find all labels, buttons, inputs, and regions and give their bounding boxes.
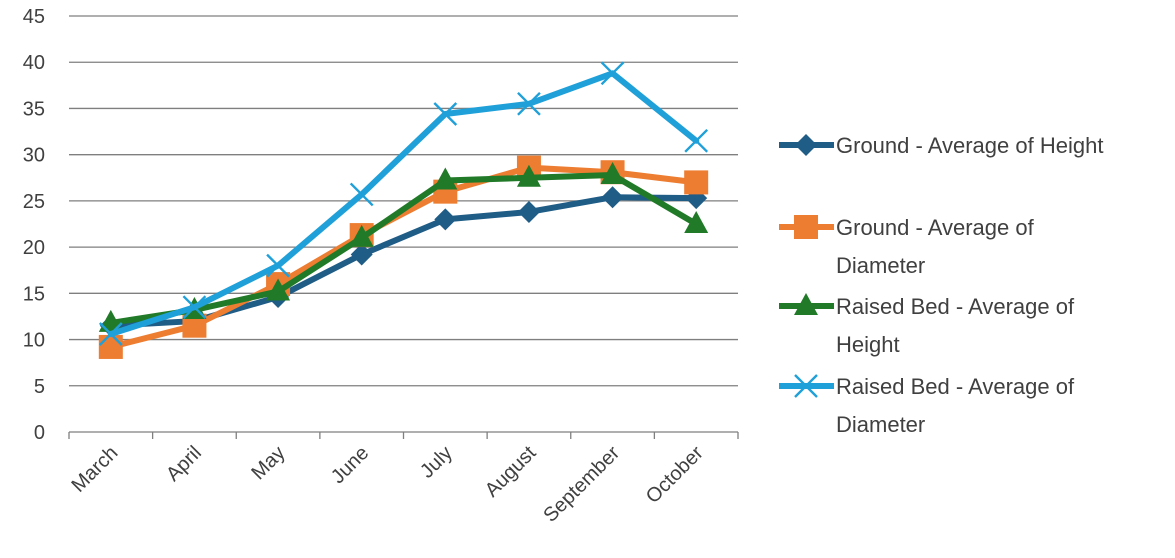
x-tick-label: July bbox=[416, 442, 457, 483]
data-point bbox=[349, 224, 374, 247]
y-tick-label: 0 bbox=[34, 422, 45, 444]
y-tick-label: 40 bbox=[23, 52, 45, 74]
legend-label: Ground - Average of Height bbox=[836, 133, 1103, 158]
data-point bbox=[98, 322, 123, 346]
legend-label: Ground - Average of bbox=[836, 215, 1035, 240]
legend-label: Diameter bbox=[836, 412, 925, 437]
x-marker-stroke bbox=[517, 91, 541, 116]
y-tick-label: 30 bbox=[23, 145, 45, 167]
x-marker-stroke bbox=[182, 295, 207, 320]
data-point bbox=[433, 102, 458, 126]
x-tick-label: May bbox=[247, 442, 289, 484]
legend-label: Raised Bed - Average of bbox=[836, 374, 1075, 399]
series-2 bbox=[98, 155, 709, 359]
data-point bbox=[684, 128, 709, 153]
x-tick-label: August bbox=[481, 442, 541, 502]
data-point bbox=[350, 243, 373, 266]
x-marker-stroke bbox=[433, 102, 458, 126]
series-group bbox=[98, 61, 709, 359]
y-tick-label: 15 bbox=[23, 283, 45, 305]
series-line bbox=[107, 70, 700, 338]
data-point bbox=[266, 253, 290, 278]
x-marker-stroke bbox=[684, 128, 709, 153]
data-point bbox=[266, 278, 291, 301]
data-point bbox=[433, 167, 458, 190]
x-tick-label: September bbox=[539, 442, 624, 527]
legend-marker bbox=[794, 215, 818, 239]
x-tick-label: June bbox=[327, 442, 373, 488]
legend-entry: Raised Bed - Average of Height bbox=[779, 293, 1075, 357]
legend-marker bbox=[794, 374, 818, 398]
x-marker-stroke bbox=[266, 253, 290, 278]
legend-entry: Raised Bed - Average of Diameter bbox=[779, 374, 1075, 437]
legend-marker bbox=[795, 134, 817, 156]
data-point bbox=[434, 208, 457, 231]
series-4 bbox=[98, 61, 709, 346]
legend-label: Raised Bed - Average of bbox=[836, 294, 1075, 319]
y-tick-label: 25 bbox=[23, 191, 45, 213]
data-point bbox=[684, 211, 709, 233]
legend-entry: Ground - Average of Height bbox=[779, 133, 1103, 158]
x-marker-stroke bbox=[349, 182, 374, 207]
x-marker-stroke bbox=[600, 61, 625, 86]
data-point bbox=[98, 334, 123, 359]
y-tick-label: 10 bbox=[23, 330, 45, 352]
series-line bbox=[107, 164, 700, 350]
data-point bbox=[600, 61, 625, 86]
series-line bbox=[107, 172, 700, 326]
data-point bbox=[601, 186, 624, 209]
data-point bbox=[600, 162, 625, 185]
data-point bbox=[517, 91, 541, 116]
legend-label: Height bbox=[836, 332, 900, 357]
data-point bbox=[517, 200, 540, 223]
data-point bbox=[182, 295, 207, 320]
x-tick-label: March bbox=[67, 442, 122, 497]
y-tick-label: 35 bbox=[23, 98, 45, 120]
y-tick-label: 45 bbox=[23, 6, 45, 28]
x-tick-label: October bbox=[642, 442, 708, 508]
data-point bbox=[349, 182, 374, 207]
legend-entry: Ground - Average of Diameter bbox=[779, 215, 1035, 278]
x-tick-label: April bbox=[162, 442, 206, 486]
y-tick-label: 5 bbox=[34, 376, 45, 398]
data-point bbox=[516, 164, 541, 187]
x-marker-stroke bbox=[794, 374, 818, 398]
y-tick-label: 20 bbox=[23, 237, 45, 259]
legend-label: Diameter bbox=[836, 253, 925, 278]
legend-marker bbox=[794, 293, 818, 315]
data-point bbox=[684, 170, 709, 195]
legend: Ground - Average of Height Ground - Avera… bbox=[779, 133, 1103, 437]
x-marker-stroke bbox=[98, 322, 123, 346]
